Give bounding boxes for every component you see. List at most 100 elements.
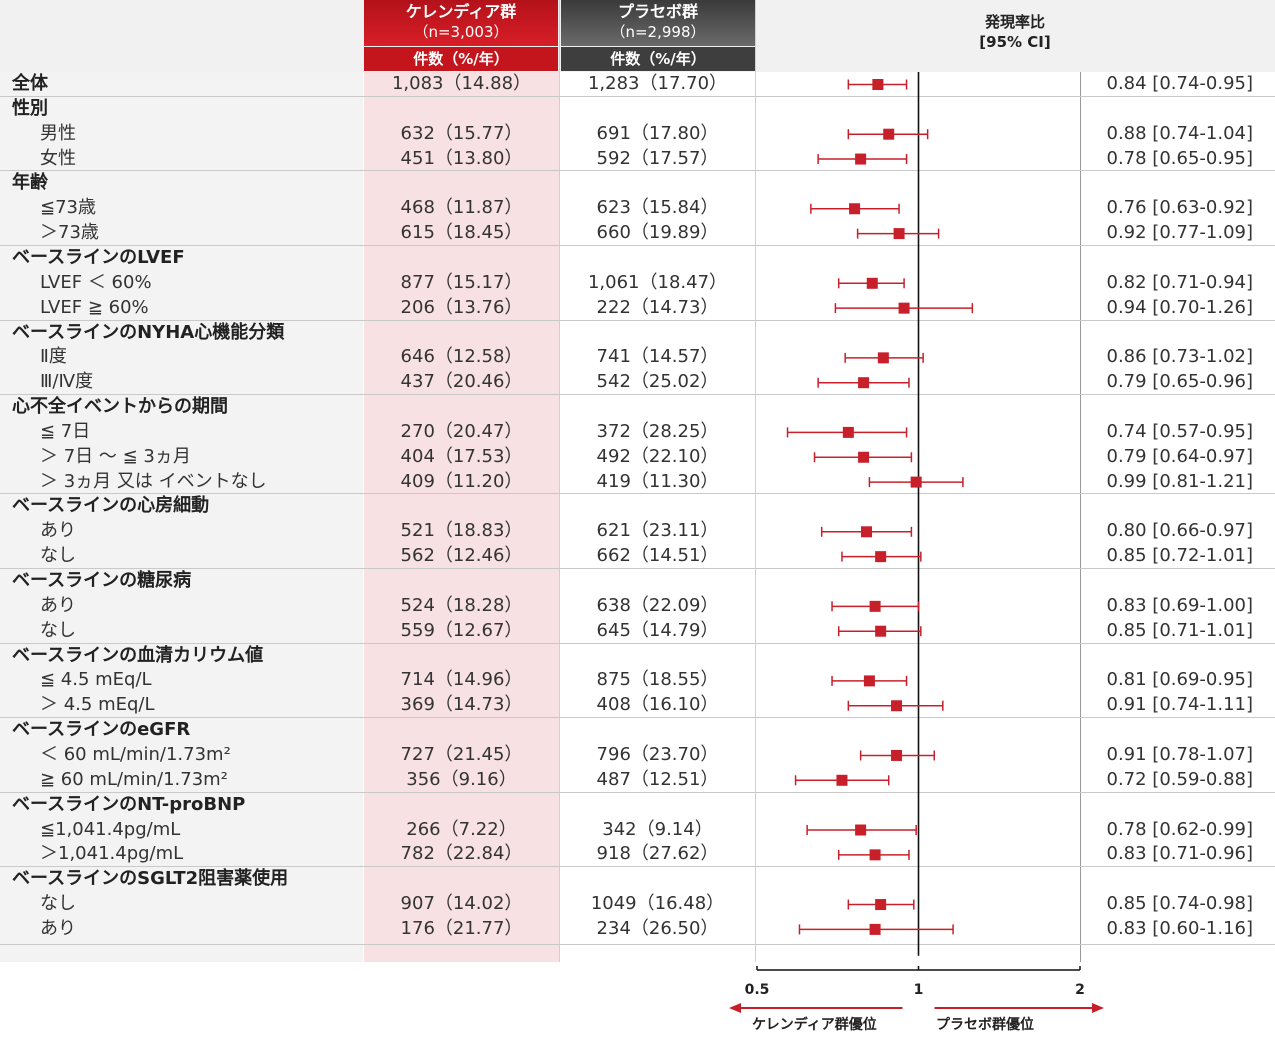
subgroup-label: なし <box>40 545 76 567</box>
placebo-count: 408（16.10） <box>596 694 719 716</box>
rate-ratio-value: 0.85 [0.72-1.01] <box>1106 545 1254 567</box>
rate-ratio-value: 0.72 [0.59-0.88] <box>1106 768 1254 790</box>
placebo-count: 492（22.10） <box>596 445 719 467</box>
group-separator <box>0 717 1275 719</box>
kerendia-unit: 件数（%/年） <box>413 50 509 68</box>
subgroup-label: ≧ 60 mL/min/1.73m² <box>40 768 228 790</box>
placebo-unit: 件数（%/年） <box>610 50 706 68</box>
kerendia-count: 437（20.46） <box>400 371 523 393</box>
rate-ratio-value: 0.78 [0.65-0.95] <box>1106 147 1254 169</box>
placebo-count: 542（25.02） <box>596 371 719 393</box>
rate-ratio-title: 発現率比 <box>984 13 1045 31</box>
rate-ratio-value: 0.79 [0.65-0.96] <box>1106 371 1254 393</box>
subgroup-label: なし <box>40 893 76 915</box>
subgroup-label: あり <box>40 594 76 616</box>
subgroup-label: 男性 <box>40 122 76 144</box>
point-estimate-marker <box>858 377 870 389</box>
subgroup-heading: ベースラインの心房細動 <box>12 495 210 517</box>
group-separator <box>0 170 1275 172</box>
kerendia-count: 877（15.17） <box>400 271 523 293</box>
rate-ratio-value: 0.99 [0.81-1.21] <box>1106 470 1254 492</box>
kerendia-column-background <box>364 72 559 962</box>
placebo-count: 342（9.14） <box>602 818 713 840</box>
rate-ratio-value: 0.83 [0.60-1.16] <box>1106 917 1254 939</box>
favor-placebo-label: プラセボ群優位 <box>936 1017 1034 1033</box>
subgroup-heading: ベースラインの血清カリウム値 <box>12 644 264 666</box>
point-estimate-marker <box>869 849 881 861</box>
group-separator <box>0 95 1275 97</box>
point-estimate-marker <box>891 749 903 761</box>
x-tick-label: 2 <box>1075 982 1085 998</box>
rate-ratio-value: 0.84 [0.74-0.95] <box>1106 73 1254 94</box>
kerendia-count: 521（18.83） <box>400 520 523 542</box>
rate-ratio-ci-label: [95% CI] <box>979 33 1051 51</box>
point-estimate-marker <box>855 824 867 836</box>
rate-ratio-value: 0.88 [0.74-1.04] <box>1106 122 1254 144</box>
favor-left-arrowhead <box>729 1003 741 1013</box>
point-estimate-marker <box>877 352 889 364</box>
rate-ratio-value: 0.85 [0.74-0.98] <box>1106 893 1254 915</box>
placebo-count: 1,061（18.47） <box>587 271 728 293</box>
placebo-count: 419（11.30） <box>596 470 719 492</box>
placebo-count: 234（26.50） <box>596 917 719 939</box>
subgroup-heading: ベースラインのNT-proBNP <box>12 793 246 815</box>
kerendia-count: 270（20.47） <box>400 420 523 442</box>
point-estimate-marker <box>891 700 903 712</box>
point-estimate-marker <box>863 675 875 687</box>
kerendia-count: 727（21.45） <box>400 743 523 765</box>
point-estimate-marker <box>875 899 887 911</box>
kerendia-count: 615（18.45） <box>400 222 523 244</box>
rate-ratio-value: 0.79 [0.64-0.97] <box>1106 445 1254 467</box>
rate-ratio-value: 0.83 [0.71-0.96] <box>1106 843 1254 865</box>
rate-ratio-value: 0.81 [0.69-0.95] <box>1106 669 1254 691</box>
group-separator <box>0 244 1275 246</box>
subgroup-label: ＞1,041.4pg/mL <box>40 843 184 865</box>
point-estimate-marker <box>836 774 848 786</box>
kerendia-count: 369（14.73） <box>400 694 523 716</box>
subgroup-label: あり <box>40 917 76 939</box>
placebo-count: 487（12.51） <box>596 768 719 790</box>
subgroup-label: ≦73歳 <box>40 197 96 219</box>
subgroup-heading: ベースラインのNYHA心機能分類 <box>12 321 285 343</box>
placebo-name: プラセボ群 <box>617 2 698 21</box>
subgroup-heading: 全体 <box>12 73 48 94</box>
subgroup-label: Ⅲ/Ⅳ度 <box>40 371 94 393</box>
point-estimate-marker <box>875 551 887 563</box>
point-estimate-marker <box>893 228 905 240</box>
kerendia-count: 1,083（14.88） <box>391 73 532 94</box>
point-estimate-marker <box>861 526 873 538</box>
point-estimate-marker <box>883 128 895 140</box>
point-estimate-marker <box>875 625 887 637</box>
placebo-count: 372（28.25） <box>596 420 719 442</box>
subgroup-label: ＞ 7日 ～ ≦ 3ヵ月 <box>40 445 191 467</box>
group-separator <box>0 493 1275 495</box>
kerendia-count: 714（14.96） <box>400 669 523 691</box>
group-separator <box>0 642 1275 644</box>
kerendia-header: ケレンディア群 （n=3,003） <box>364 0 558 46</box>
subgroup-label: ＞ 4.5 mEq/L <box>40 694 155 716</box>
subgroup-column-background <box>0 72 363 962</box>
kerendia-count: 451（13.80） <box>400 147 523 169</box>
kerendia-count: 206（13.76） <box>400 296 523 318</box>
placebo-count: 662（14.51） <box>596 545 719 567</box>
subgroup-label: LVEF ≧ 60% <box>40 296 149 318</box>
group-separator <box>0 394 1275 396</box>
favor-right-arrowhead <box>1092 1003 1104 1013</box>
subgroup-heading: ベースラインのLVEF <box>12 246 185 268</box>
group-separator <box>0 791 1275 793</box>
subgroup-label: あり <box>40 520 76 542</box>
subgroup-heading: 性別 <box>12 97 48 119</box>
group-separator <box>0 319 1275 321</box>
rate-ratio-value: 0.91 [0.74-1.11] <box>1106 694 1254 716</box>
kerendia-count: 782（22.84） <box>400 843 523 865</box>
kerendia-count: 562（12.46） <box>400 545 523 567</box>
placebo-count: 222（14.73） <box>596 296 719 318</box>
placebo-count: 645（14.79） <box>596 619 719 641</box>
point-estimate-marker <box>855 153 867 165</box>
subgroup-label: 女性 <box>40 147 76 169</box>
rate-ratio-value: 0.74 [0.57-0.95] <box>1106 420 1254 442</box>
subgroup-label: ≦1,041.4pg/mL <box>40 818 181 840</box>
kerendia-unit-header: 件数（%/年） <box>364 47 558 71</box>
subgroup-label: ≦ 4.5 mEq/L <box>40 669 152 691</box>
